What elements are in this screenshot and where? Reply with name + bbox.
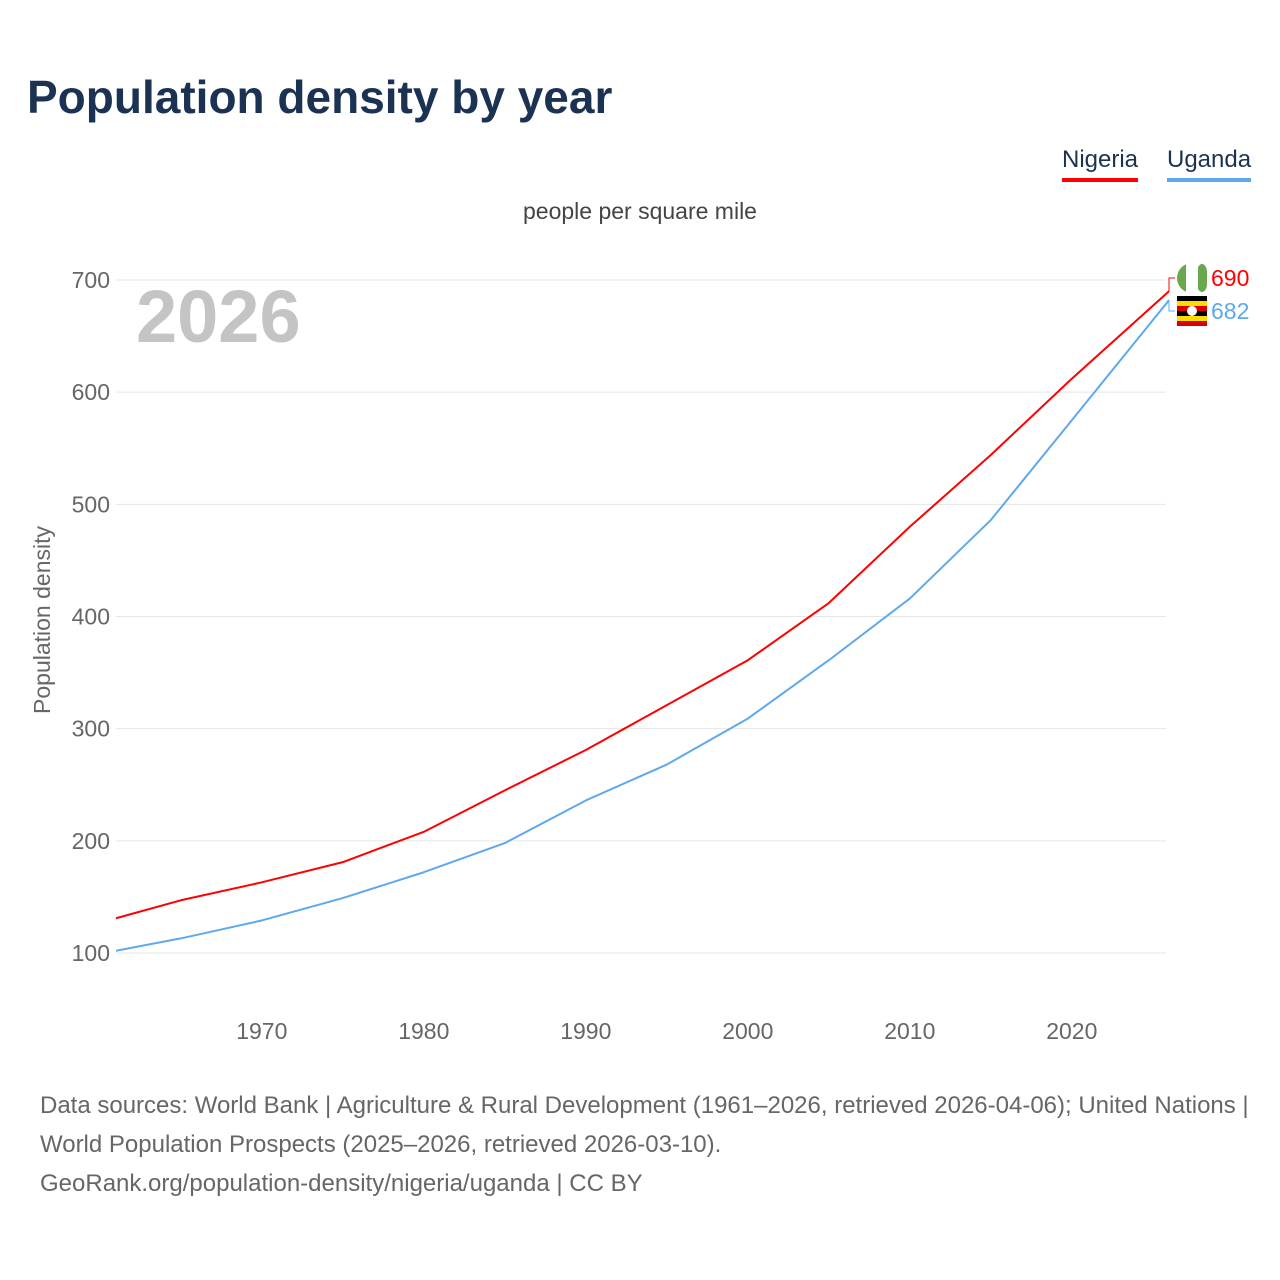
end-connector	[1168, 300, 1175, 312]
y-tick-label: 200	[72, 828, 110, 854]
end-value-label: 682	[1211, 298, 1249, 324]
flag-stripe	[1177, 301, 1207, 306]
end-value-label: 690	[1211, 265, 1249, 291]
footer-url[interactable]: GeoRank.org/population-density/nigeria/u…	[40, 1170, 643, 1197]
footer-sources: Data sources: World Bank | Agriculture &…	[40, 1086, 1250, 1203]
y-tick-label: 400	[72, 604, 110, 630]
line-chart: 2026 Population density 100 200 300 400 500 6…	[29, 263, 1249, 1044]
x-tick-label: 1990	[560, 1018, 611, 1044]
series-line-nigeria	[115, 290, 1170, 920]
flag-icon-nigeria	[1177, 263, 1207, 293]
y-tick-label: 600	[72, 379, 110, 405]
flag-green-right	[1197, 264, 1207, 292]
series-line-uganda	[115, 299, 1170, 952]
y-tick-label: 100	[72, 940, 110, 966]
flag-white	[1186, 263, 1198, 293]
flag-green-left	[1177, 263, 1192, 293]
flag-emblem	[1187, 306, 1197, 316]
x-tick-label: 2000	[722, 1018, 773, 1044]
flag-stripe	[1177, 296, 1207, 301]
legend-item-uganda[interactable]: Uganda	[1167, 146, 1252, 182]
year-watermark: 2026	[136, 275, 301, 358]
y-tick-label: 700	[72, 267, 110, 293]
x-tick-label: 1970	[236, 1018, 287, 1044]
x-tick-label: 1980	[398, 1018, 449, 1044]
flag-stripe	[1177, 316, 1207, 321]
flag-icon-uganda	[1177, 296, 1207, 326]
x-tick-label: 2020	[1046, 1018, 1097, 1044]
y-axis-label: Population density	[29, 526, 55, 714]
legend-item-nigeria[interactable]: Nigeria	[1062, 146, 1139, 182]
chart-subtitle: people per square mile	[523, 198, 757, 224]
x-tick-label: 2010	[884, 1018, 935, 1044]
flag-stripe	[1177, 321, 1207, 326]
footer-sources-text: Data sources: World Bank | Agriculture &…	[40, 1092, 1249, 1158]
page-title: Population density by year	[27, 71, 613, 123]
end-connector	[1168, 277, 1175, 292]
y-tick-label: 300	[72, 716, 110, 742]
y-tick-label: 500	[72, 491, 110, 517]
